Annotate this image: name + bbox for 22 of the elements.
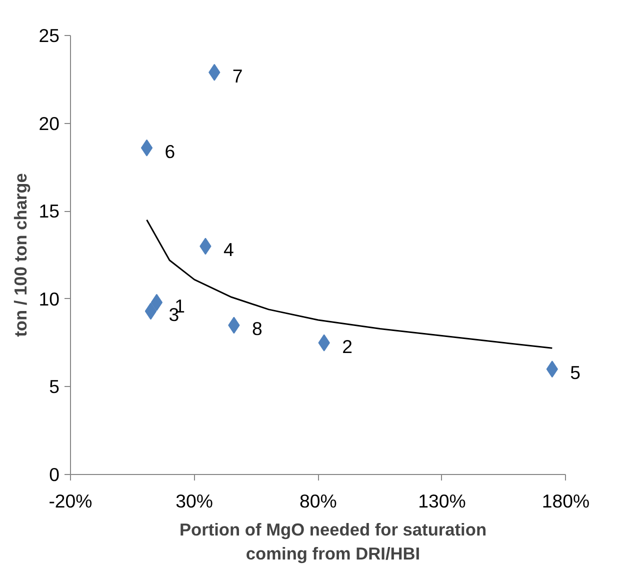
x-tick-label: 30% [176, 490, 213, 512]
y-tick-label: 20 [38, 112, 60, 134]
y-tick-label: 10 [38, 288, 60, 310]
y-tick-label: 25 [38, 25, 60, 46]
y-tick-label: 15 [38, 200, 60, 222]
annotation: 4 [223, 239, 234, 260]
annotation: 5 [570, 362, 581, 384]
y-axis-title: ton / 100 ton charge [10, 172, 31, 337]
point [150, 294, 163, 311]
annotation: 2 [342, 336, 352, 357]
annotation: 8 [252, 318, 262, 340]
x-tick-label: -20% [48, 490, 92, 512]
annotation: 6 [164, 140, 176, 162]
y-tick-label: 0 [49, 464, 60, 485]
x-tick-label: 180% [542, 490, 590, 512]
x-tick-label: 80% [299, 490, 337, 512]
x-tick-label: 130% [418, 490, 466, 512]
point [140, 139, 153, 156]
point [144, 302, 157, 320]
x-axis-title: Portion of MgO needed for saturation coming from DRI/HBI [179, 520, 487, 564]
y-tick-label: 5 [49, 376, 60, 398]
annotation: 7 [232, 65, 243, 86]
